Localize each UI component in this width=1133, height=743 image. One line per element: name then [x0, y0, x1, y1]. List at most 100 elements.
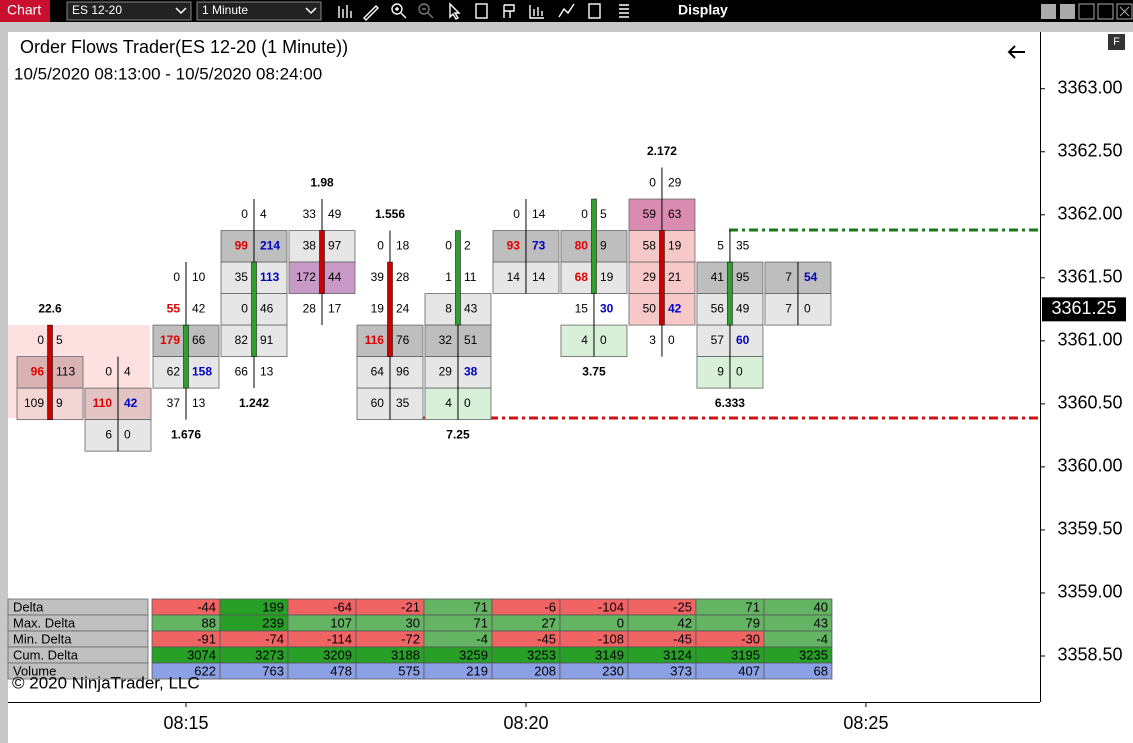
- ask-volume: 9: [600, 238, 607, 252]
- ask-volume: 13: [192, 396, 206, 410]
- copyright: © 2020 NinjaTrader, LLC: [12, 673, 200, 692]
- ask-volume: 76: [396, 333, 410, 347]
- y-tick-label: 3358.50: [1057, 645, 1122, 665]
- ask-volume: 42: [124, 396, 138, 410]
- bid-volume: 50: [643, 302, 657, 316]
- stat-name: Max. Delta: [13, 615, 76, 630]
- bid-volume: 0: [241, 207, 248, 221]
- template-icon[interactable]: [503, 4, 515, 18]
- stat-value: 3074: [187, 647, 216, 662]
- restore-button[interactable]: [1078, 3, 1095, 20]
- y-tick-label: 3361.00: [1057, 330, 1122, 350]
- ask-volume: 214: [260, 238, 280, 252]
- ask-volume: 10: [192, 270, 206, 284]
- stat-value: 0: [617, 615, 624, 630]
- bar-ratio-label: 7.25: [446, 428, 470, 442]
- back-arrow[interactable]: [1007, 45, 1025, 59]
- stat-value: 71: [745, 599, 759, 614]
- stat-value: -91: [197, 631, 216, 646]
- pin-button[interactable]: [1060, 4, 1075, 19]
- props-icon[interactable]: [475, 3, 488, 19]
- pointer-icon[interactable]: [449, 2, 461, 20]
- ask-volume: 43: [464, 302, 478, 316]
- indicator-icon[interactable]: [529, 5, 544, 19]
- ask-volume: 91: [260, 333, 274, 347]
- ask-volume: 0: [464, 396, 471, 410]
- chart-subtitle: 10/5/2020 08:13:00 - 10/5/2020 08:24:00: [14, 64, 322, 83]
- chart-title: Order Flows Trader(ES 12-20 (1 Minute)): [20, 37, 348, 57]
- chart-tab[interactable]: [0, 0, 50, 22]
- stat-value: 407: [738, 663, 760, 678]
- candle-body: [47, 324, 53, 420]
- display-menu[interactable]: Display: [678, 2, 728, 18]
- bid-volume: 7: [785, 302, 792, 316]
- bid-volume: 99: [235, 238, 249, 252]
- ask-volume: 49: [736, 302, 750, 316]
- instrument-select[interactable]: [66, 1, 192, 21]
- candle-body: [727, 261, 733, 326]
- stat-value: -108: [598, 631, 624, 646]
- strategy-icon[interactable]: [558, 3, 575, 18]
- stat-value: 3195: [731, 647, 760, 662]
- stat-value: 763: [262, 663, 284, 678]
- ask-volume: 0: [124, 428, 131, 442]
- bid-volume: 1: [445, 270, 452, 284]
- data-box-icon[interactable]: [588, 3, 601, 19]
- minimize-button[interactable]: [1041, 4, 1056, 19]
- bid-volume: 179: [160, 333, 180, 347]
- stat-value: 3273: [255, 647, 284, 662]
- stat-value: 68: [813, 663, 827, 678]
- bid-volume: 55: [167, 302, 181, 316]
- bar-ratio-label: 1.676: [171, 428, 201, 442]
- bid-volume: 0: [377, 238, 384, 252]
- bid-volume: 3: [649, 333, 656, 347]
- ask-volume: 24: [396, 302, 410, 316]
- stat-value: 199: [262, 599, 284, 614]
- stat-value: 3259: [459, 647, 488, 662]
- y-tick-label: 3360.00: [1057, 456, 1122, 476]
- stat-value: -72: [401, 631, 420, 646]
- zoom-in-icon[interactable]: [391, 3, 403, 15]
- ask-volume: 35: [736, 238, 750, 252]
- ask-volume: 0: [736, 365, 743, 379]
- stat-value: 3209: [323, 647, 352, 662]
- draw-icon[interactable]: [363, 5, 379, 21]
- ask-volume: 97: [328, 238, 342, 252]
- bars-icon[interactable]: [338, 5, 352, 18]
- stat-value: -4: [816, 631, 828, 646]
- list-icon[interactable]: [619, 4, 629, 18]
- bid-volume: 38: [303, 238, 317, 252]
- bid-volume: 0: [445, 238, 452, 252]
- bid-volume: 59: [643, 207, 657, 221]
- f-button-label: F: [1113, 36, 1120, 48]
- candle-body: [387, 261, 393, 357]
- stat-name: Cum. Delta: [13, 647, 79, 662]
- stat-name: Delta: [13, 599, 44, 614]
- interval-select[interactable]: [196, 1, 322, 21]
- ask-volume: 21: [668, 270, 682, 284]
- stat-value: 79: [745, 615, 759, 630]
- ask-volume: 28: [396, 270, 410, 284]
- zoom-out-icon[interactable]: [418, 3, 430, 15]
- bid-volume: 32: [439, 333, 453, 347]
- ask-volume: 30: [600, 302, 614, 316]
- stat-value: 30: [406, 615, 420, 630]
- bid-volume: 68: [575, 270, 589, 284]
- interval-label: 1 Minute: [202, 3, 248, 17]
- stat-value: -4: [476, 631, 488, 646]
- bid-volume: 15: [575, 302, 589, 316]
- f-button[interactable]: [1108, 34, 1125, 50]
- bid-volume: 116: [365, 333, 385, 347]
- stat-value: 478: [330, 663, 352, 678]
- y-tick-label: 3359.00: [1057, 582, 1122, 602]
- stat-value: 43: [813, 615, 827, 630]
- maximize-button[interactable]: [1097, 3, 1114, 20]
- bid-volume: 29: [439, 365, 453, 379]
- ask-volume: 38: [464, 365, 478, 379]
- bid-volume: 62: [167, 365, 181, 379]
- stat-value: 230: [602, 663, 624, 678]
- stat-value: 3188: [391, 647, 420, 662]
- bid-volume: 5: [717, 238, 724, 252]
